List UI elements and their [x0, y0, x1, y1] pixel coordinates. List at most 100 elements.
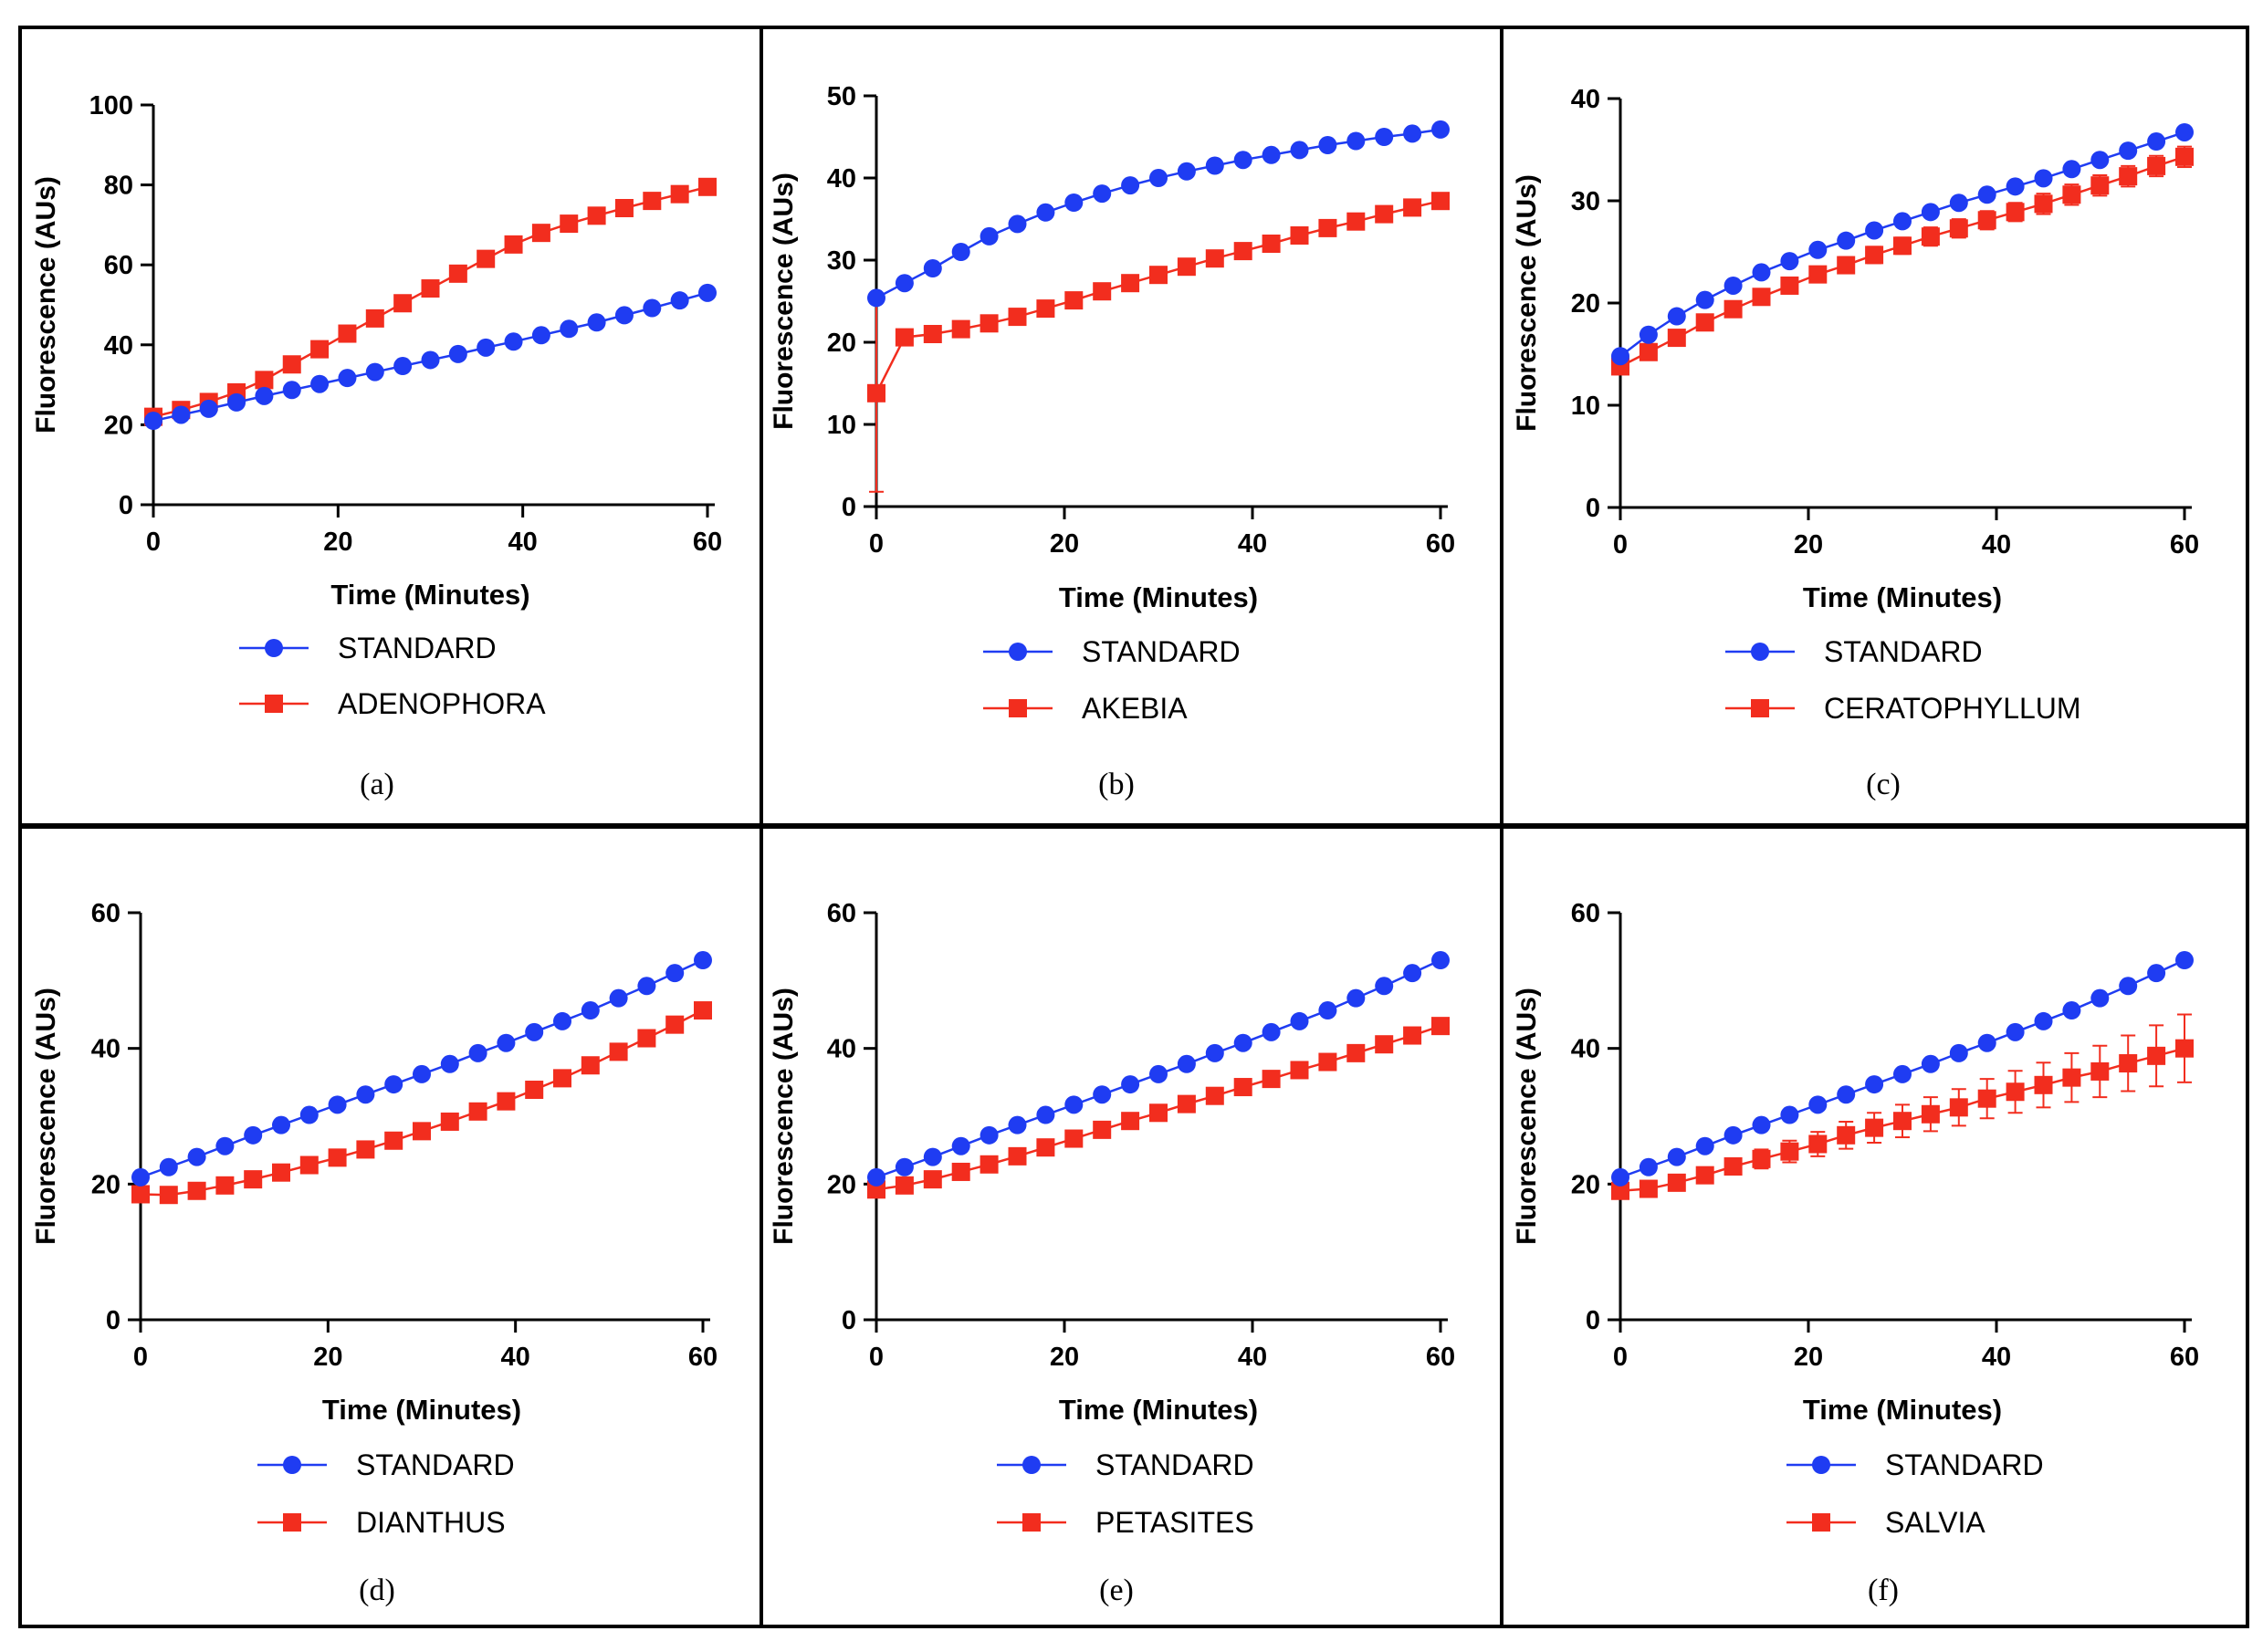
legend-square-marker	[1812, 1513, 1830, 1532]
legend-square-marker	[265, 695, 283, 713]
data-point	[1205, 249, 1224, 268]
data-point	[1205, 1086, 1224, 1105]
data-point	[328, 1095, 347, 1114]
legend-item: STANDARD	[257, 1448, 515, 1481]
data-point	[1233, 1033, 1252, 1052]
x-tick-label: 0	[1613, 1343, 1628, 1372]
data-point	[131, 1185, 150, 1204]
data-point	[338, 324, 357, 343]
data-point	[1036, 1105, 1055, 1124]
data-point	[2062, 1068, 2081, 1087]
x-tick-label: 0	[133, 1343, 148, 1372]
data-point	[244, 1125, 263, 1145]
panel-caption: (b)	[1098, 768, 1135, 801]
data-point	[1375, 977, 1394, 996]
data-point	[553, 1011, 571, 1030]
data-point	[187, 1181, 206, 1200]
x-tick-label: 40	[1238, 1343, 1267, 1372]
data-point	[1093, 1085, 1112, 1104]
legend-label: PETASITES	[1095, 1506, 1254, 1539]
data-point	[199, 399, 218, 418]
data-point	[1977, 1033, 1996, 1052]
legend-label: STANDARD	[1095, 1448, 1254, 1481]
legend-label: AKEBIA	[1082, 692, 1188, 725]
data-point	[670, 291, 689, 310]
y-axis-title: Fluorescence (AUs)	[1512, 174, 1542, 432]
data-point	[614, 306, 634, 325]
data-point	[2175, 951, 2194, 970]
legend-item: AKEBIA	[983, 692, 1188, 725]
panel-caption: (f)	[1868, 1574, 1899, 1607]
data-point	[1036, 1138, 1055, 1157]
y-tick-label: 0	[842, 1306, 856, 1335]
data-point	[1723, 1125, 1743, 1145]
data-point	[587, 206, 606, 225]
data-point	[525, 1081, 544, 1100]
data-point	[477, 338, 496, 357]
data-point	[159, 1186, 178, 1205]
data-point	[1149, 1103, 1168, 1123]
data-point	[581, 1056, 600, 1075]
y-tick-label: 10	[1571, 392, 1600, 421]
data-point	[1752, 1149, 1771, 1168]
data-point	[504, 332, 523, 351]
data-point	[1036, 299, 1055, 319]
legend-item: CERATOPHYLLUM	[1725, 692, 2081, 725]
standard-series	[1611, 951, 2194, 1187]
data-point	[1837, 1125, 1856, 1145]
data-point	[2034, 1075, 2053, 1094]
data-point	[1723, 276, 1743, 295]
data-point	[1949, 193, 1968, 213]
panel-b: 0 10 20 30 40 50 0 20 40 60 Fluorescence (AUs) Time…	[769, 82, 1455, 801]
data-point	[609, 1042, 628, 1061]
legend-item: ADENOPHORA	[239, 687, 546, 720]
legend-label: DIANTHUS	[356, 1506, 506, 1539]
y-tick-label: 60	[104, 251, 133, 280]
data-point	[1808, 1134, 1828, 1154]
x-tick-label: 0	[146, 528, 161, 557]
panel-d: 0 20 40 60 0 20 40 60 Fluorescence (AUs) Time (Mi…	[31, 899, 718, 1607]
legend-circle-marker	[1009, 643, 1027, 661]
data-point	[895, 328, 914, 347]
data-point	[1431, 1017, 1450, 1036]
sample-series	[1611, 1013, 2194, 1200]
data-point	[2034, 194, 2053, 214]
data-point	[1177, 257, 1196, 277]
data-point	[1639, 342, 1658, 361]
panel-c: 0 10 20 30 40 0 20 40 60 Fluorescence (AUs) Time (…	[1512, 85, 2199, 801]
panel-a: 0 20 40 60 80 100 0 20 40 60 Fluorescence (AUs) Tim…	[31, 91, 722, 801]
data-point	[255, 386, 274, 405]
data-point	[440, 1054, 459, 1073]
data-point	[2062, 185, 2081, 204]
data-point	[356, 1085, 375, 1104]
data-point	[1262, 145, 1281, 164]
data-point	[328, 1148, 347, 1167]
series-line	[152, 185, 708, 418]
data-point	[867, 288, 885, 308]
data-point	[531, 326, 550, 345]
y-tick-label: 40	[827, 1035, 856, 1064]
data-point	[923, 259, 942, 277]
data-point	[2006, 177, 2025, 196]
standard-series	[867, 951, 1450, 1187]
y-tick-label: 60	[827, 899, 856, 928]
data-point	[1121, 1112, 1140, 1131]
data-point	[923, 1147, 942, 1166]
data-point	[1403, 124, 1422, 143]
legend-item: STANDARD	[1725, 635, 1983, 668]
data-point	[1639, 1157, 1658, 1176]
data-point	[609, 988, 628, 1008]
x-tick-label: 20	[1794, 1343, 1823, 1372]
data-point	[1921, 227, 1940, 246]
y-tick-label: 0	[842, 493, 856, 522]
data-point	[1290, 1011, 1309, 1030]
data-point	[1431, 951, 1450, 970]
y-tick-label: 60	[91, 899, 120, 928]
x-tick-label: 20	[1794, 530, 1823, 559]
data-point	[2062, 160, 2081, 179]
y-tick-label: 40	[104, 331, 133, 361]
data-point	[2175, 147, 2194, 166]
x-tick-label: 40	[508, 528, 538, 557]
standard-series	[867, 120, 1450, 308]
y-tick-label: 20	[827, 329, 856, 358]
